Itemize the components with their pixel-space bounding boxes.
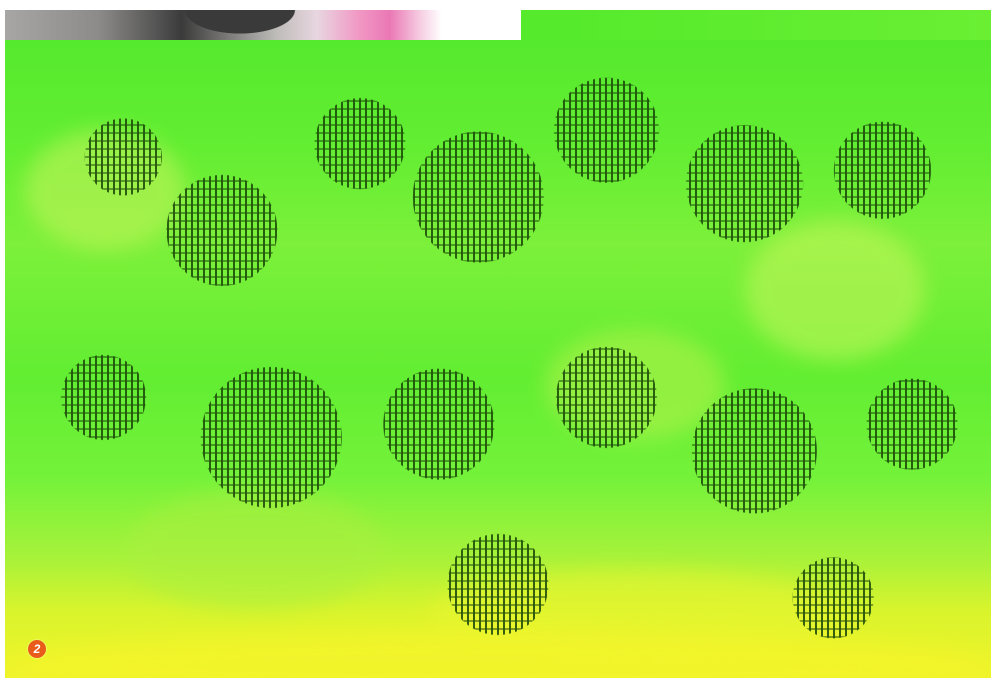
haze-area	[745, 220, 925, 360]
image-viewer	[5, 10, 991, 678]
image-top-edge	[521, 10, 991, 40]
numbered-badge[interactable]: 2	[28, 640, 46, 658]
haze-area	[545, 330, 725, 440]
bottom-glow	[5, 630, 991, 678]
haze-area	[25, 130, 185, 250]
photo-fragment	[5, 10, 525, 40]
haze-area	[125, 490, 385, 610]
